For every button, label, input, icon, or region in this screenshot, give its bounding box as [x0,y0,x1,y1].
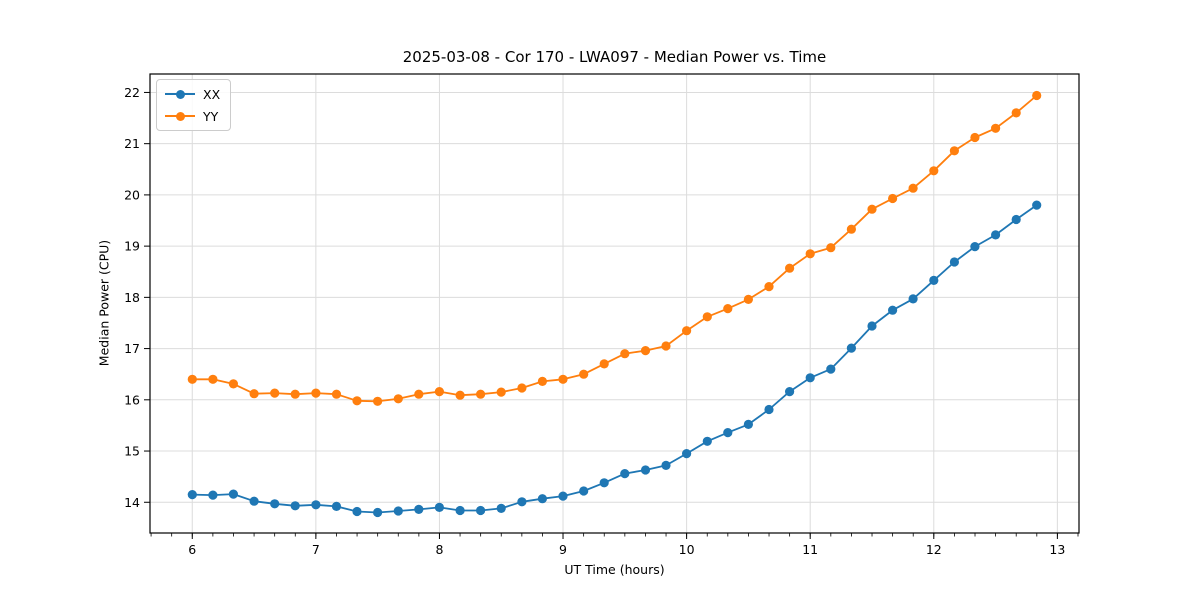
legend-label-yy: YY [203,108,219,124]
legend-dot-yy [175,111,185,121]
legend-item-yy: YY [165,107,220,125]
svg-text:13: 13 [1049,542,1065,557]
svg-text:10: 10 [679,542,695,557]
y-axis-label: Median Power (CPU) [96,239,112,367]
svg-text:14: 14 [124,495,140,510]
chart-title: 2025-03-08 - Cor 170 - LWA097 - Median P… [402,48,827,66]
svg-text:11: 11 [802,542,818,557]
svg-text:22: 22 [124,85,140,100]
svg-text:12: 12 [926,542,942,557]
svg-text:9: 9 [559,542,567,557]
line-marker-icon [165,107,195,125]
svg-text:18: 18 [124,290,140,305]
svg-text:20: 20 [124,187,140,202]
legend-dot-xx [175,89,185,99]
svg-text:21: 21 [124,136,140,151]
svg-text:7: 7 [312,542,320,557]
legend-item-xx: XX [165,85,220,103]
legend: XX YY [156,79,232,131]
line-marker-icon [165,85,195,103]
svg-text:6: 6 [188,542,196,557]
svg-text:8: 8 [435,542,443,557]
svg-text:15: 15 [124,444,140,459]
svg-text:17: 17 [124,341,140,356]
svg-text:19: 19 [124,239,140,254]
legend-label-xx: XX [203,86,221,102]
svg-text:16: 16 [124,392,140,407]
x-axis-label: UT Time (hours) [564,562,665,577]
